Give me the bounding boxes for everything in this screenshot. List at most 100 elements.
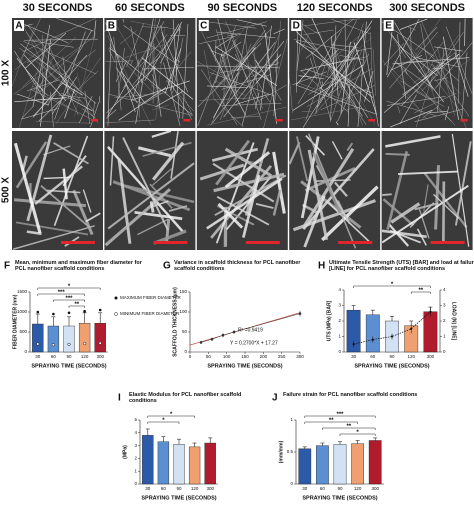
x-tick-label: 30 bbox=[145, 486, 151, 491]
x-tick-label: 250 bbox=[278, 354, 286, 359]
letter-box bbox=[106, 20, 117, 31]
fiber bbox=[199, 163, 245, 181]
bar bbox=[346, 309, 361, 353]
y-tick-label: 1000 bbox=[17, 309, 28, 314]
y-tick-label: 0 bbox=[338, 349, 341, 354]
bar bbox=[63, 325, 75, 353]
column-header: 60 SECONDS bbox=[115, 2, 185, 14]
fiber bbox=[402, 101, 405, 104]
x-tick-label: 300 bbox=[427, 354, 435, 359]
fiber bbox=[236, 47, 256, 71]
fiber bbox=[221, 102, 282, 106]
x-tick-label: 30 bbox=[302, 486, 308, 491]
fiber bbox=[105, 22, 136, 113]
significance-bracket bbox=[147, 415, 195, 418]
letter-box bbox=[14, 20, 24, 31]
chart-title-box: Ultimate Tensile Strength (UTS) [BAR] an… bbox=[329, 260, 474, 272]
x-tick-label: 90 bbox=[337, 486, 343, 491]
fiber bbox=[27, 25, 79, 90]
fiber bbox=[421, 64, 447, 92]
fiber bbox=[399, 94, 417, 125]
fiber bbox=[302, 45, 355, 128]
fiber bbox=[339, 55, 364, 61]
fiber bbox=[122, 18, 125, 23]
fiber bbox=[151, 85, 168, 94]
fiber bbox=[454, 52, 469, 97]
fiber bbox=[434, 46, 463, 52]
sem-image bbox=[196, 131, 288, 250]
fiber bbox=[420, 23, 430, 73]
point bbox=[232, 330, 236, 334]
fiber bbox=[233, 26, 248, 96]
sem-image bbox=[12, 131, 103, 250]
fiber bbox=[61, 82, 83, 96]
bar bbox=[423, 311, 438, 353]
x-tick-label: 300 bbox=[371, 486, 379, 491]
fiber bbox=[346, 142, 354, 152]
fiber bbox=[149, 201, 155, 213]
y-tick-label: 3 bbox=[134, 443, 137, 448]
panel-letter: B bbox=[108, 21, 115, 32]
y2-tick-label: 1 bbox=[443, 334, 446, 339]
fiber bbox=[407, 18, 441, 67]
panel-letter: C bbox=[200, 21, 207, 32]
fiber bbox=[356, 47, 373, 52]
fiber bbox=[74, 32, 96, 117]
fiber bbox=[166, 80, 194, 112]
scale-bar bbox=[153, 241, 188, 244]
sem-image bbox=[104, 129, 196, 250]
fiber bbox=[38, 97, 63, 122]
fiber bbox=[454, 141, 472, 226]
fiber bbox=[296, 20, 304, 71]
significance-label: ** bbox=[329, 418, 334, 424]
max-marker bbox=[36, 310, 40, 314]
fiber bbox=[295, 31, 371, 103]
fiber bbox=[58, 94, 86, 99]
point bbox=[210, 337, 214, 341]
significance-label: * bbox=[162, 418, 165, 424]
legend-min-marker bbox=[114, 312, 118, 316]
fiber bbox=[151, 18, 156, 72]
fiber bbox=[309, 57, 318, 80]
fiber bbox=[206, 177, 283, 230]
chart-title-box: Variance in scaffold thickness for PCL n… bbox=[174, 260, 300, 272]
scale-bar bbox=[338, 241, 373, 244]
fiber bbox=[433, 193, 460, 220]
fiber bbox=[22, 18, 96, 52]
fiber bbox=[292, 64, 364, 111]
fiber bbox=[23, 54, 67, 101]
x-tick-label: 60 bbox=[51, 354, 57, 359]
fiber bbox=[155, 26, 165, 120]
significance-bracket bbox=[410, 291, 431, 294]
chart-title: Failure strain for PCL nanofiber scaffol… bbox=[283, 392, 418, 398]
fiber bbox=[21, 108, 58, 120]
min-marker bbox=[36, 342, 40, 346]
fiber bbox=[152, 44, 155, 104]
fiber bbox=[160, 21, 182, 64]
fiber bbox=[124, 44, 165, 58]
fiber bbox=[215, 40, 217, 62]
fiber bbox=[381, 184, 469, 244]
fiber bbox=[48, 43, 79, 116]
significance-label: *** bbox=[65, 296, 73, 302]
fiber bbox=[264, 33, 277, 124]
fiber bbox=[416, 76, 433, 128]
fiber bbox=[255, 202, 274, 209]
fiber bbox=[296, 82, 352, 103]
fiber bbox=[14, 50, 46, 101]
y2-tick-label: 2 bbox=[443, 318, 446, 323]
fiber bbox=[457, 59, 471, 69]
fiber bbox=[212, 41, 276, 124]
fiber bbox=[113, 36, 122, 111]
min-marker bbox=[83, 342, 87, 346]
fiber bbox=[382, 193, 392, 196]
row-label: 100 X bbox=[1, 60, 12, 86]
load-line bbox=[353, 311, 431, 345]
legend-label: MINIMUM FIBER DIAMETER bbox=[120, 311, 180, 316]
fiber bbox=[21, 22, 68, 43]
fiber bbox=[382, 198, 415, 227]
x-tick-label: 60 bbox=[370, 354, 376, 359]
fiber bbox=[207, 107, 287, 126]
fiber bbox=[300, 136, 320, 219]
x-tick-label: 100 bbox=[223, 354, 231, 359]
